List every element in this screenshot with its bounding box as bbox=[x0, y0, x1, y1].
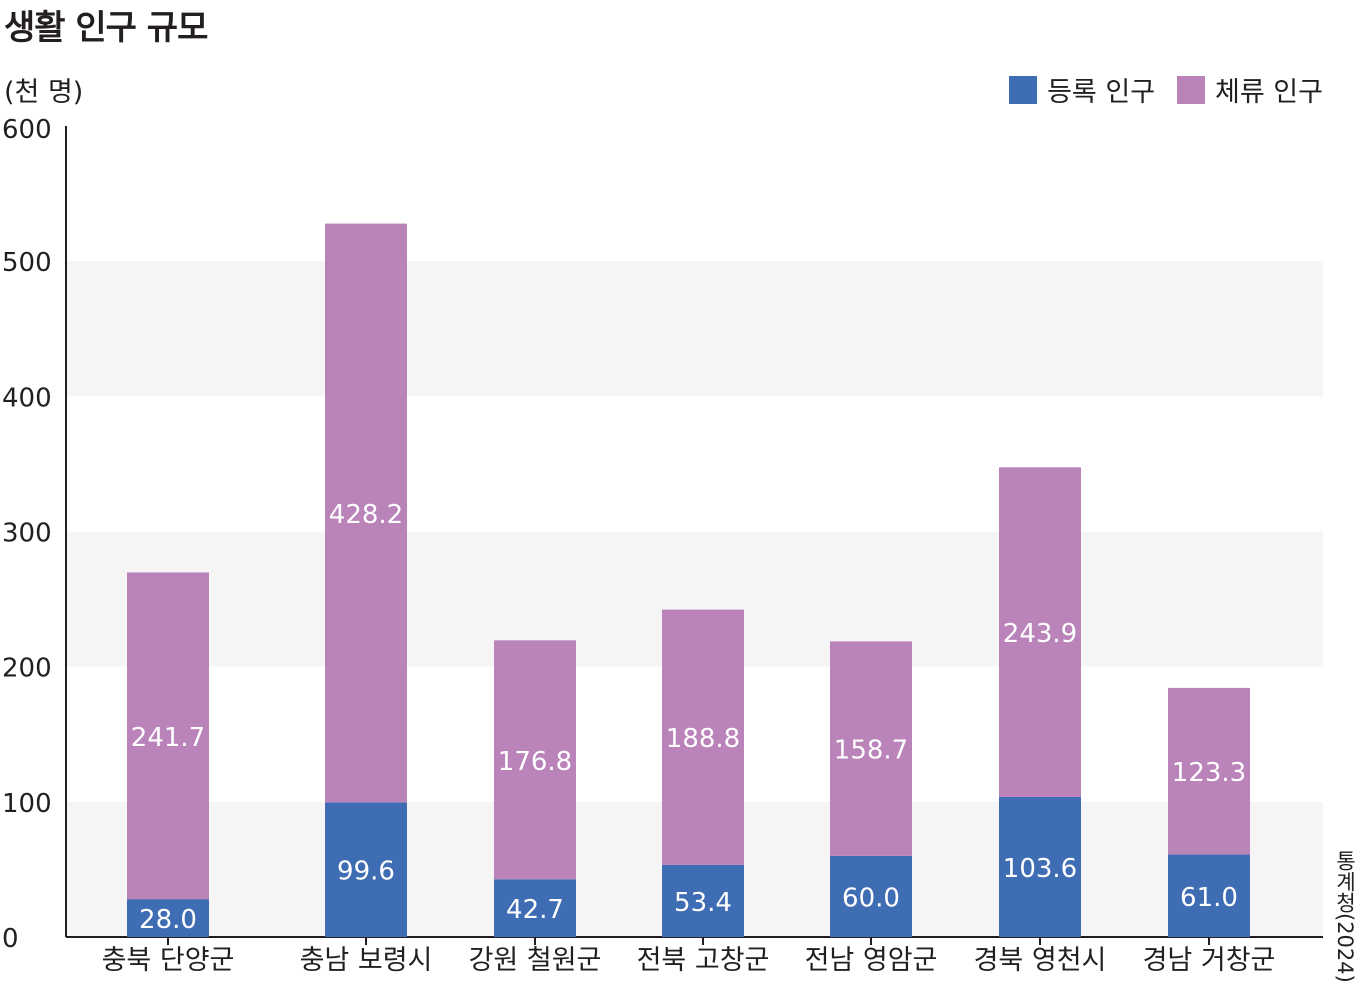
x-category-label: 경북 영천시 bbox=[974, 945, 1107, 975]
data-label-registered: 103.6 bbox=[1003, 854, 1077, 884]
bar-registered bbox=[325, 802, 407, 937]
grid-band bbox=[66, 261, 1323, 397]
y-tick-label: 0 bbox=[2, 924, 19, 954]
bar-registered bbox=[999, 796, 1081, 937]
bar-registered bbox=[1168, 854, 1250, 937]
bar-registered bbox=[830, 855, 912, 937]
y-tick-label: 500 bbox=[2, 248, 52, 278]
data-label-registered: 28.0 bbox=[139, 905, 197, 935]
y-tick-label: 400 bbox=[2, 383, 52, 413]
bar-staying bbox=[325, 223, 407, 803]
y-tick-label: 100 bbox=[2, 789, 52, 819]
legend-item-registered: 등록 인구 bbox=[1009, 70, 1155, 109]
data-label-staying: 428.2 bbox=[329, 500, 403, 530]
data-label-staying: 158.7 bbox=[834, 736, 908, 766]
bar-registered bbox=[662, 864, 744, 937]
bar-registered bbox=[127, 899, 209, 937]
legend-swatch-staying bbox=[1177, 75, 1206, 104]
x-category-label: 충남 보령시 bbox=[300, 945, 433, 975]
data-label-staying: 123.3 bbox=[1172, 758, 1246, 788]
y-axis-unit-label: (천 명) bbox=[4, 77, 84, 108]
legend: 등록 인구 체류 인구 bbox=[987, 70, 1323, 109]
bar-registered bbox=[494, 879, 576, 937]
bar-staying bbox=[127, 572, 209, 900]
x-category-label: 경남 거창군 bbox=[1143, 945, 1276, 975]
x-category-label: 전남 영암군 bbox=[805, 945, 938, 975]
legend-label-staying: 체류 인구 bbox=[1215, 77, 1323, 108]
data-label-staying: 243.9 bbox=[1003, 619, 1077, 649]
data-label-registered: 60.0 bbox=[842, 883, 900, 913]
bar-staying bbox=[662, 609, 744, 865]
y-tick-label: 600 bbox=[2, 115, 52, 145]
data-label-registered: 99.6 bbox=[337, 857, 395, 887]
data-label-registered: 61.0 bbox=[1180, 883, 1238, 913]
bar-staying bbox=[494, 640, 576, 880]
y-tick-label: 200 bbox=[2, 654, 52, 684]
chart-title: 생활 인구 규모 bbox=[4, 8, 208, 48]
legend-label-registered: 등록 인구 bbox=[1047, 77, 1156, 108]
x-category-label: 전북 고창군 bbox=[637, 945, 770, 975]
x-category-label: 강원 철원군 bbox=[469, 945, 602, 975]
data-label-registered: 53.4 bbox=[674, 888, 732, 918]
x-category-label: 충북 단양군 bbox=[102, 945, 235, 975]
bar-staying bbox=[999, 467, 1081, 797]
bar-staying bbox=[1168, 687, 1250, 855]
legend-item-staying: 체류 인구 bbox=[1177, 70, 1323, 109]
source-note: 통계청(2024) bbox=[1333, 850, 1357, 983]
bar-staying bbox=[830, 641, 912, 856]
data-label-staying: 241.7 bbox=[131, 723, 205, 753]
data-label-staying: 188.8 bbox=[666, 724, 740, 754]
data-label-staying: 176.8 bbox=[498, 747, 572, 777]
data-label-registered: 42.7 bbox=[506, 895, 564, 925]
legend-swatch-registered bbox=[1009, 75, 1038, 104]
y-tick-label: 300 bbox=[2, 519, 52, 549]
